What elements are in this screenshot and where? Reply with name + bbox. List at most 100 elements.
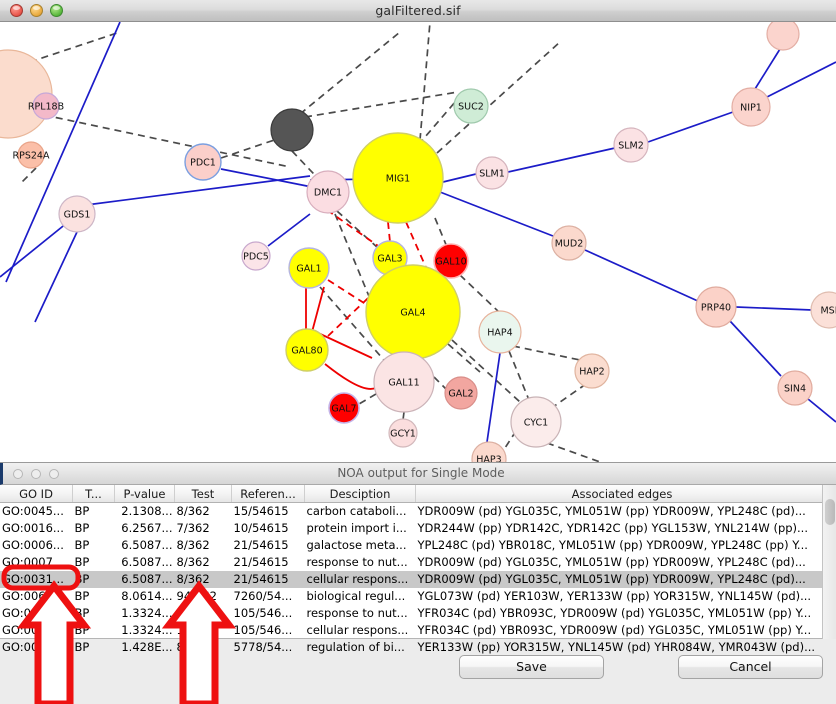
node-rps24a[interactable]: RPS24A — [13, 141, 50, 169]
node-nip1[interactable]: NIP1 — [731, 87, 771, 127]
minimize-button[interactable] — [30, 4, 43, 17]
network-canvas[interactable]: RPL18B RPS24A GDS1 PDC1 PDC5 — [0, 22, 836, 462]
cell-go-id: GO:0065... — [2, 589, 64, 603]
cell-p-value: 6.5087... — [114, 571, 175, 588]
node-gal11[interactable]: GAL11 — [373, 351, 435, 413]
cell-type: BP — [74, 623, 90, 637]
cell-edges: YER133W (pp) YOR315W, YNL145W (pd) YHR08… — [417, 640, 816, 654]
edges-blue-layer — [0, 22, 836, 443]
results-table-container[interactable]: GO ID T... P-value Test Referen... Desci… — [0, 485, 836, 654]
table-row-selected[interactable]: GO:0031... BP 6.5087... 8/362 21/54615 c… — [0, 571, 828, 588]
cell-description: biological regul... — [306, 589, 406, 603]
node-hap3[interactable]: HAP3 — [471, 441, 507, 463]
cell-reference: 105/546... — [233, 623, 293, 637]
node-label: CYC1 — [524, 418, 548, 429]
table-row[interactable]: GO:0007... BP 6.5087... 8/362 21/54615 r… — [0, 554, 828, 571]
column-header-associated-edges[interactable]: Associated edges — [415, 485, 828, 503]
node-hap4[interactable]: HAP4 — [478, 310, 522, 354]
cell-p-value: 8.0614... — [121, 589, 173, 603]
node-sin4[interactable]: SIN4 — [777, 370, 813, 406]
table-row[interactable]: GO:0031... BP 1.3324... 11/362 105/546..… — [0, 605, 828, 622]
cell-reference: 21/54615 — [233, 555, 289, 569]
cell-test: 8/362 — [176, 555, 210, 569]
table-row[interactable]: GO:0050... BP 1.428E... 80/362 5778/54..… — [0, 639, 828, 656]
cell-type: BP — [74, 640, 90, 654]
node-gal2[interactable]: GAL2 — [444, 376, 478, 410]
node-label: SLM2 — [618, 141, 644, 152]
node-label: RPS24A — [13, 151, 50, 162]
node-hap2[interactable]: HAP2 — [574, 353, 610, 389]
node-label: GAL1 — [296, 264, 321, 275]
cell-test: 11/362 — [176, 623, 217, 637]
close-button[interactable] — [10, 4, 23, 17]
cell-go-id: GO:0016... — [2, 521, 64, 535]
node-label: DMC1 — [314, 188, 342, 199]
node-gal1[interactable]: GAL1 — [288, 247, 330, 289]
cell-type: BP — [74, 521, 90, 535]
node-hub[interactable] — [270, 108, 314, 152]
node-pdc1[interactable]: PDC1 — [184, 143, 222, 181]
cell-go-id: GO:0050... — [2, 640, 64, 654]
node-prp40[interactable]: PRP40 — [695, 286, 737, 328]
cancel-button[interactable]: Cancel — [678, 655, 823, 679]
column-header-reference[interactable]: Referen... — [231, 485, 305, 503]
node-mud2[interactable]: MUD2 — [551, 225, 587, 261]
column-header-description[interactable]: Desciption — [304, 485, 416, 503]
panel-traffic-lights — [13, 469, 59, 479]
node-rpl18b[interactable]: RPL18B — [28, 92, 64, 120]
node-pdc5[interactable]: PDC5 — [241, 241, 271, 271]
window-title: galFiltered.sif — [375, 3, 461, 18]
nodes-layer: RPL18B RPS24A GDS1 PDC1 PDC5 — [0, 22, 836, 462]
node-gal7[interactable]: GAL7 — [328, 392, 360, 424]
node-label: MUD2 — [555, 239, 584, 250]
cell-description: response to nut... — [306, 606, 408, 620]
node-gal10[interactable]: GAL10 — [433, 243, 469, 279]
node-cyc1[interactable]: CYC1 — [510, 396, 562, 448]
node-gcy1[interactable]: GCY1 — [388, 418, 418, 448]
cell-p-value: 1.428E... — [121, 640, 173, 654]
node-label: PDC5 — [243, 252, 269, 263]
scrollbar-thumb[interactable] — [825, 499, 835, 525]
node-gal80[interactable]: GAL80 — [285, 328, 329, 372]
table-row[interactable]: GO:0031... BP 1.3324... 11/362 105/546..… — [0, 622, 828, 639]
cell-edges: YDR009W (pd) YGL035C, YML051W (pp) YDR00… — [415, 571, 828, 588]
column-header-go-id[interactable]: GO ID — [0, 485, 73, 503]
node-gal4[interactable]: GAL4 — [365, 264, 461, 360]
column-header-test[interactable]: Test — [174, 485, 232, 503]
table-row[interactable]: GO:0006... BP 6.5087... 8/362 21/54615 g… — [0, 537, 828, 554]
cell-edges: YPL248C (pd) YBR018C, YML051W (pp) YDR00… — [417, 538, 808, 552]
panel-close-button[interactable] — [13, 469, 23, 479]
node-suc2[interactable]: SUC2 — [453, 88, 489, 124]
cell-description: cellular respons... — [304, 571, 416, 588]
cell-edges: YFR034C (pd) YBR093C, YDR009W (pd) YGL03… — [417, 623, 812, 637]
cell-description: response to nut... — [306, 555, 408, 569]
node-slm2[interactable]: SLM2 — [613, 127, 649, 163]
cell-test: 7/362 — [176, 521, 210, 535]
table-row[interactable]: GO:0045... BP 2.1308... 8/362 15/54615 c… — [0, 503, 828, 521]
node-label: SLM1 — [479, 169, 505, 180]
table-vertical-scrollbar[interactable] — [822, 485, 836, 639]
node-mig1[interactable]: MIG1 — [352, 132, 444, 224]
node-label: GAL11 — [388, 378, 419, 389]
node-slm1[interactable]: SLM1 — [475, 156, 509, 190]
cell-reference: 5778/54... — [233, 640, 293, 654]
table-row[interactable]: GO:0065... BP 8.0614... 94/362 7260/54..… — [0, 588, 828, 605]
noa-output-panel: NOA output for Single Mode GO ID T... P-… — [0, 462, 836, 704]
node-dmc1[interactable]: DMC1 — [306, 170, 350, 214]
cell-go-id: GO:0006... — [2, 538, 64, 552]
node-topright[interactable] — [766, 22, 800, 51]
zoom-button[interactable] — [50, 4, 63, 17]
panel-minimize-button[interactable] — [31, 469, 41, 479]
node-msi[interactable]: MSI — [810, 291, 836, 329]
table-row[interactable]: GO:0016... BP 6.2567... 7/362 10/54615 p… — [0, 520, 828, 537]
save-button[interactable]: Save — [459, 655, 604, 679]
cell-edges: YFR034C (pd) YBR093C, YDR009W (pd) YGL03… — [417, 606, 812, 620]
column-header-p-value[interactable]: P-value — [114, 485, 175, 503]
node-label: HAP3 — [476, 455, 501, 463]
column-header-type[interactable]: T... — [72, 485, 115, 503]
cell-go-id: GO:0045... — [2, 504, 64, 518]
node-gds1[interactable]: GDS1 — [58, 195, 96, 233]
panel-zoom-button[interactable] — [49, 469, 59, 479]
cell-p-value: 6.5087... — [121, 555, 173, 569]
